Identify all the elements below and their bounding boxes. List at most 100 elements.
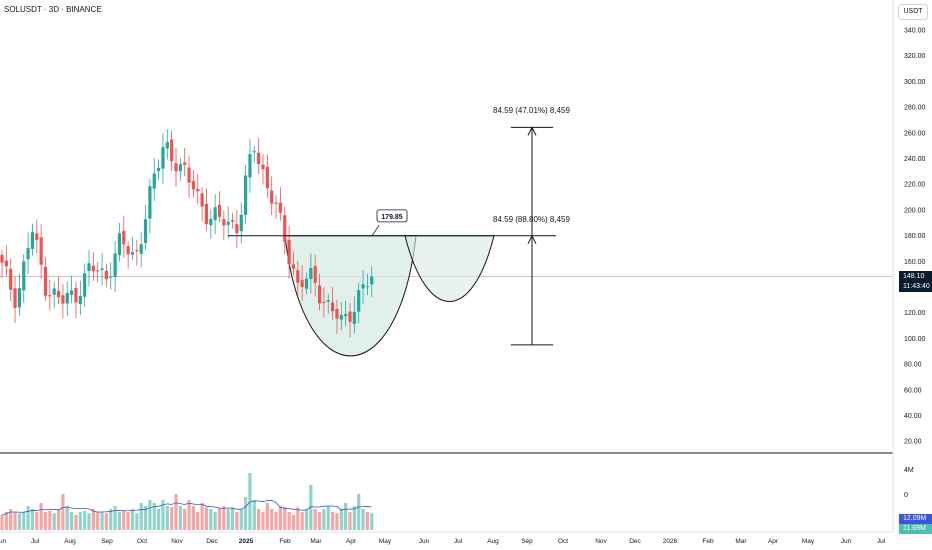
volume-bar (230, 507, 235, 530)
volume-bar (361, 509, 365, 530)
volume-tick-label: 0 (904, 492, 908, 499)
volume-bar (139, 503, 143, 530)
time-axis-label: May (379, 538, 392, 545)
volume-bar (244, 497, 248, 530)
volume-bar (222, 506, 226, 530)
candle-body (304, 278, 309, 289)
candle-body (226, 221, 230, 225)
candle-body (157, 167, 161, 172)
volume-bar (143, 506, 148, 530)
volume-bar (70, 512, 74, 530)
volume-bar (239, 509, 243, 530)
candle-body (61, 295, 65, 304)
price-tick-label: 340.00 (904, 28, 926, 35)
time-axis-label: Dec (206, 538, 218, 545)
time-axis-label: Dec (629, 538, 641, 545)
time-axis-label: 2025 (239, 538, 254, 545)
price-tick-label: 160.00 (904, 259, 926, 266)
volume-bar (270, 509, 274, 530)
volume-bar (117, 512, 122, 530)
candle-body (300, 280, 304, 287)
price-tick-label: 260.00 (904, 130, 926, 137)
candle-body (48, 295, 52, 297)
candle-body (13, 288, 17, 308)
candle-body (278, 202, 282, 213)
volume-bar (91, 509, 95, 530)
candle-body (239, 214, 243, 232)
volume-bar (196, 512, 200, 530)
volume-bar (283, 507, 287, 530)
volume-bar (317, 512, 322, 530)
candle-body (152, 173, 156, 189)
candle-body (26, 247, 30, 260)
time-axis-label: Jul (31, 538, 40, 545)
time-axis-label: 2026 (663, 538, 678, 545)
candle-body (35, 233, 39, 240)
volume-bar (109, 509, 113, 530)
price-tick-label: 280.00 (904, 105, 926, 112)
candle-body (291, 264, 296, 269)
time-axis-label: May (802, 538, 815, 545)
candle-body (326, 300, 330, 302)
time-axis-label: Nov (595, 538, 607, 545)
candle-body (78, 296, 82, 305)
volume-tag: 11.69M (899, 524, 932, 534)
volume-bar (39, 503, 43, 530)
price-tick-label: 60.00 (904, 387, 922, 394)
candle-body (30, 232, 35, 249)
candle-layer (0, 129, 374, 338)
volume-bar (348, 512, 352, 530)
volume-bar (43, 512, 48, 530)
candle-body (161, 147, 165, 169)
candle-body (274, 202, 278, 204)
volume-ma-line (1, 500, 372, 516)
volume-bar (204, 507, 209, 530)
candle-body (91, 265, 95, 272)
time-axis-label: Nov (171, 538, 183, 545)
candle-body (200, 193, 204, 207)
volume-bar (265, 503, 269, 530)
volume-bar (48, 510, 52, 530)
volume-bar (365, 512, 369, 530)
volume-bar (235, 512, 239, 530)
volume-bar (52, 513, 56, 530)
candle-body (135, 250, 139, 252)
volume-bar (296, 507, 300, 530)
volume-bar (35, 512, 39, 530)
volume-bar (291, 515, 296, 530)
volume-bar (287, 512, 291, 530)
volume-bar (13, 512, 17, 530)
volume-bar (226, 509, 230, 530)
candle-body (170, 139, 174, 162)
volume-bar (83, 510, 87, 530)
volume-bar (126, 512, 130, 530)
volume-bar (122, 510, 126, 530)
volume-bar (161, 500, 165, 530)
measure-label-upper: 84.59 (47.01%) 8,459 (493, 106, 570, 115)
candle-body (313, 265, 317, 283)
volume-bar (261, 512, 265, 530)
candle-body (22, 261, 26, 291)
time-axis-label: Mar (310, 538, 322, 545)
candle-body (187, 167, 191, 183)
candle-body (100, 268, 104, 270)
volume-bar (9, 509, 13, 530)
volume-bar (300, 512, 304, 530)
candle-body (109, 276, 113, 278)
currency-badge[interactable]: USDT (898, 4, 928, 20)
volume-bar (200, 503, 204, 530)
candle-body (143, 219, 148, 244)
candle-body (230, 220, 235, 222)
time-axis-label: Aug (64, 538, 76, 545)
measure-label-lower: 84.59 (88.80%) 8,459 (493, 215, 570, 224)
volume-bar (26, 506, 30, 530)
time-axis-label: Jun (419, 538, 430, 545)
time-axis-label: Aug (487, 538, 499, 545)
candle-body (104, 270, 108, 280)
overlay-layer (0, 235, 893, 357)
volume-bar (65, 506, 69, 530)
candle-body (130, 252, 135, 255)
volume-bar (178, 506, 182, 530)
volume-bar (209, 509, 213, 530)
